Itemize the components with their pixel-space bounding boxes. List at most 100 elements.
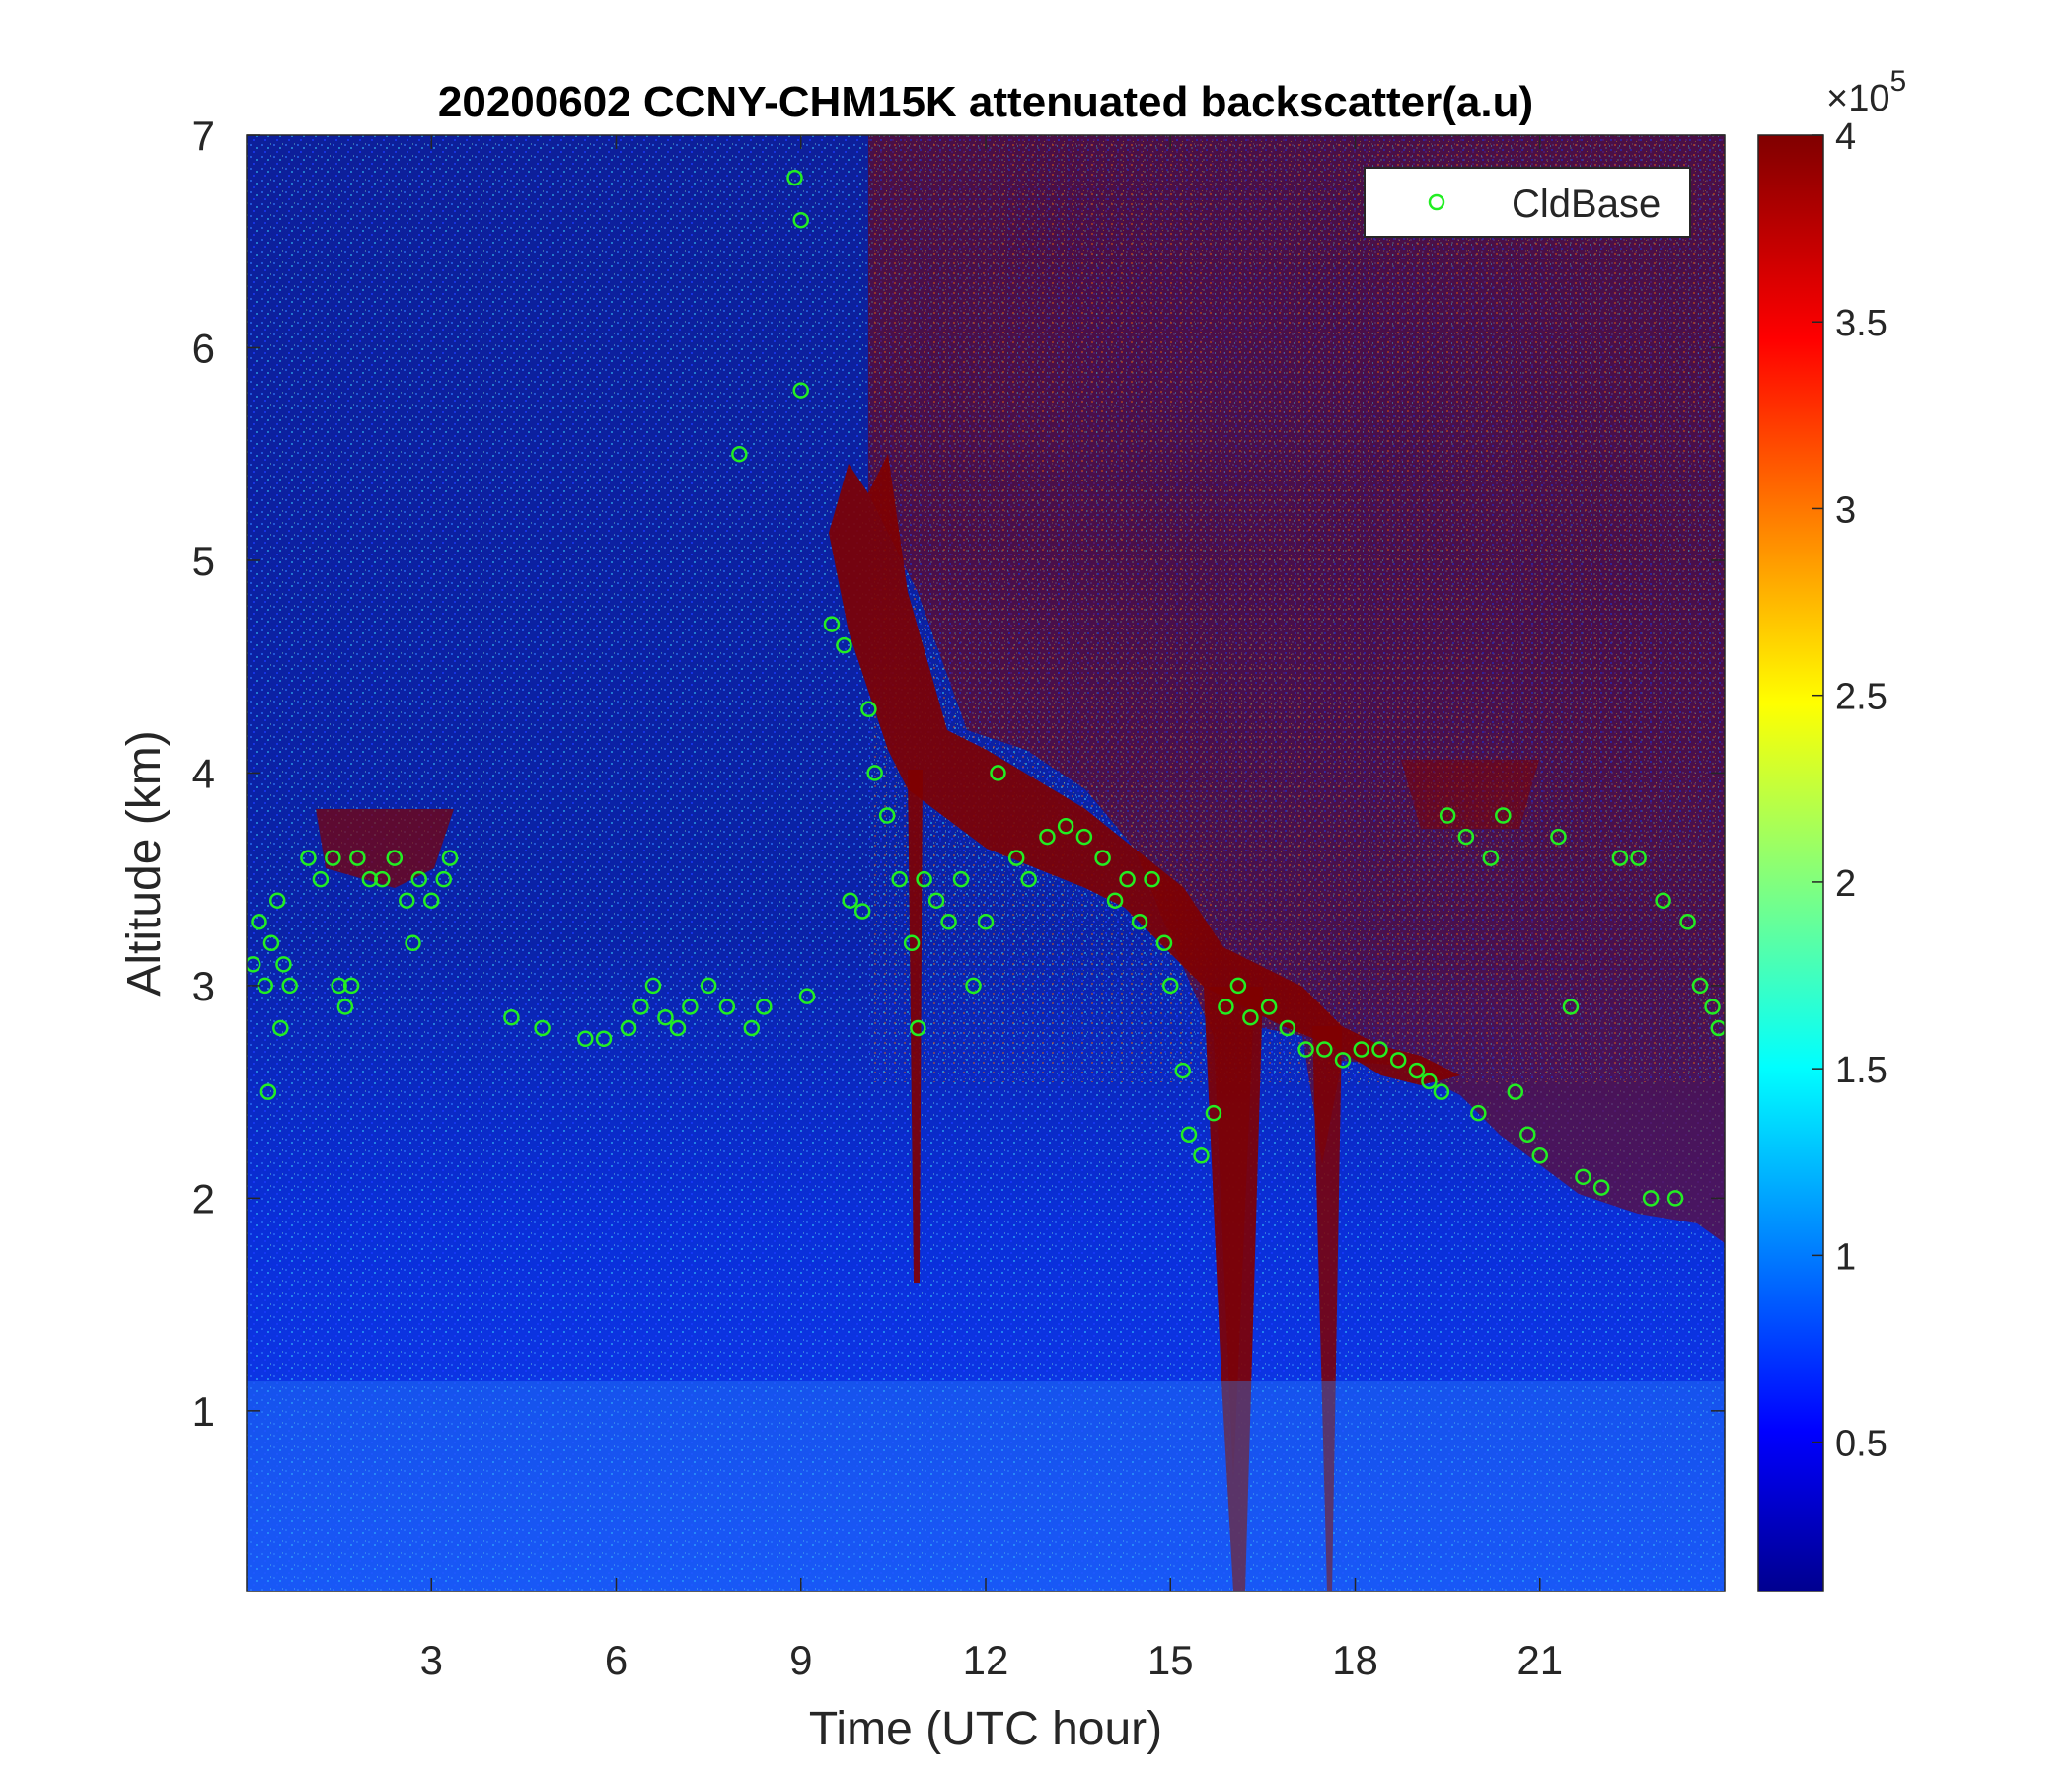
cldbase-point (1470, 1104, 1487, 1122)
colorbar-tick-label: 0.5 (1835, 1424, 1887, 1465)
cldbase-point (1162, 977, 1179, 995)
cldbase-point (669, 1019, 687, 1037)
cldbase-point (1155, 934, 1173, 952)
plot-area (247, 135, 1725, 1591)
cldbase-point (927, 892, 945, 909)
heatmap-red-noise (868, 135, 1725, 1082)
cldbase-point (1433, 1083, 1450, 1100)
cldbase-point (1205, 1104, 1222, 1122)
cldbase-point (1353, 1041, 1369, 1058)
cldbase-point (503, 1008, 520, 1026)
cldbase-point (1316, 1041, 1333, 1058)
colorbar-tick-label: 2.5 (1835, 677, 1887, 718)
y-tick-label: 4 (192, 750, 215, 796)
cloud-drop-1 (908, 770, 923, 1283)
colorbar-exponent: ×105 (1826, 65, 1906, 119)
cldbase-point (1408, 1062, 1426, 1079)
cldbase-point (386, 850, 404, 866)
cldbase-point (940, 914, 957, 930)
x-tick-label: 21 (1517, 1637, 1563, 1683)
cldbase-point (718, 999, 736, 1015)
cldbase-point (399, 892, 415, 909)
y-tick-label: 2 (192, 1175, 215, 1221)
cldbase-point (792, 382, 809, 399)
cldbase-point (1507, 1083, 1524, 1100)
chart-title: 20200602 CCNY-CHM15K attenuated backscat… (438, 78, 1533, 126)
cldbase-point (990, 765, 1006, 781)
x-tick-label: 6 (605, 1637, 628, 1683)
cldbase-point (866, 765, 883, 781)
cldbase-point (268, 892, 286, 909)
cldbase-point (756, 999, 773, 1015)
boundary-layer-haze (247, 1381, 1725, 1591)
cldbase-point (842, 892, 858, 909)
cldbase-point (1193, 1147, 1210, 1164)
cldbase-point (1642, 1190, 1660, 1207)
x-axis: 3 6 9 12 15 18 21 (420, 135, 1563, 1683)
cldbase-point (1020, 870, 1037, 888)
cldbase-point (792, 211, 809, 229)
cldbase-point (620, 1019, 637, 1037)
cldbase-point (682, 999, 699, 1015)
cldbase-point (410, 870, 428, 888)
cldbase-point (1057, 818, 1074, 835)
cldbase-point (1666, 1190, 1684, 1207)
cldbase-point (1297, 1041, 1314, 1058)
colorbar-tick-label: 3.5 (1835, 303, 1887, 344)
legend-marker-cldbase (1428, 193, 1445, 211)
x-tick-label: 18 (1332, 1637, 1378, 1683)
cldbase-point (903, 934, 921, 952)
y-tick-label: 5 (192, 538, 215, 584)
cldbase-point (1691, 977, 1709, 995)
cldbase-point (1039, 828, 1056, 846)
cldbase-point (1218, 999, 1234, 1015)
cldbase-point (275, 956, 292, 973)
colorbar-tick-label: 1.5 (1835, 1050, 1887, 1091)
y-axis-label: Altitude (km) (118, 730, 171, 996)
cldbase-point (1389, 1052, 1407, 1069)
cldbase-point (281, 977, 298, 995)
cldbase-point (1371, 1041, 1388, 1058)
cldbase-point (798, 988, 816, 1004)
cldbase-point (349, 850, 366, 866)
cldbase-point (325, 850, 341, 866)
cldbase-point (405, 934, 421, 952)
legend-box (1364, 167, 1691, 238)
cldbase-point (247, 956, 261, 973)
cldbase-point (1421, 1073, 1438, 1090)
cldbase-point (910, 1019, 926, 1037)
cldbase-point (1106, 892, 1124, 909)
colorbar-tick-label: 4 (1835, 116, 1856, 158)
y-tick-label: 1 (192, 1388, 215, 1435)
cloud-band-main (829, 454, 1460, 1085)
x-tick-label: 12 (963, 1637, 1009, 1683)
cldbase-point (1131, 914, 1148, 930)
y-tick-label: 6 (192, 325, 215, 371)
colorbar: 0.5 1 1.5 2 2.5 3 3.5 4 ×105 (1757, 65, 1906, 1592)
cldbase-point (1457, 828, 1475, 846)
cldbase-point (1334, 1052, 1352, 1069)
x-tick-label: 15 (1147, 1637, 1194, 1683)
colorbar-gradient (1757, 134, 1824, 1592)
cloud-drop-4 (316, 809, 454, 888)
cldbase-point (1260, 999, 1278, 1015)
cldbase-point (1279, 1019, 1296, 1037)
y-tick-label: 3 (192, 963, 215, 1009)
cldbase-point (1710, 1019, 1725, 1037)
cldbase-point (1630, 850, 1647, 866)
cldbase-point (342, 977, 360, 995)
cldbase-point (441, 850, 459, 866)
cldbase-point (259, 1083, 277, 1100)
cldbase-point (312, 870, 330, 888)
cldbase-point (1482, 850, 1500, 866)
cldbase-point (1550, 828, 1567, 846)
y-axis: 1 2 3 4 5 6 7 (192, 112, 1725, 1435)
cldbase-point (435, 870, 452, 888)
cldbase-point (977, 914, 995, 930)
x-axis-label: Time (UTC hour) (809, 1703, 1162, 1755)
cldbase-point (1007, 850, 1025, 866)
cldbase-point (1655, 892, 1671, 909)
cldbase-point (595, 1030, 613, 1048)
legend: CldBase (1364, 167, 1691, 238)
colorbar-tick-label: 2 (1835, 863, 1856, 905)
